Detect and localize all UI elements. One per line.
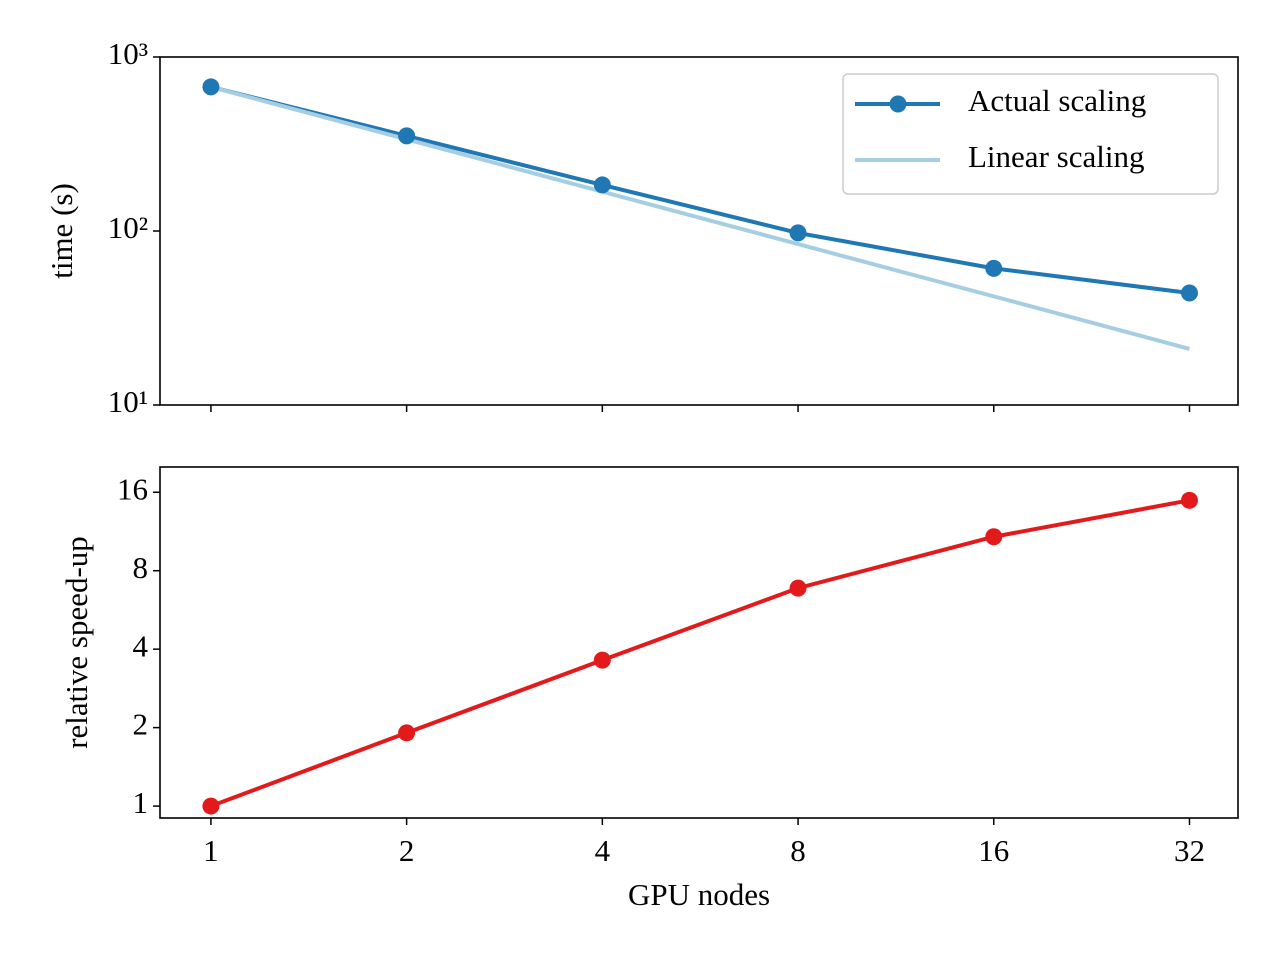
data-point <box>593 176 611 194</box>
y-tick-label: 2 <box>133 707 149 742</box>
data-line <box>210 84 1190 351</box>
axes-frame <box>159 466 1239 819</box>
data-point <box>1180 284 1198 302</box>
x-tick-label: 2 <box>399 833 415 868</box>
data-point <box>593 651 611 669</box>
data-point <box>789 579 807 597</box>
legend-label: Linear scaling <box>968 139 1144 174</box>
data-point <box>1180 491 1198 509</box>
y-tick-label: 10³ <box>108 36 148 71</box>
data-point <box>985 528 1003 546</box>
data-point <box>985 259 1003 277</box>
y-tick-label: 10² <box>108 210 148 245</box>
y-tick-label: 10¹ <box>108 384 148 419</box>
x-tick-label: 4 <box>595 833 611 868</box>
data-line <box>210 498 1190 808</box>
data-point <box>202 78 220 96</box>
data-point <box>202 797 220 815</box>
data-point <box>398 127 416 145</box>
x-tick-label: 1 <box>203 833 219 868</box>
y-tick-label: 8 <box>133 550 149 585</box>
y-axis-label: time (s) <box>44 183 79 279</box>
y-tick-label: 1 <box>133 785 149 820</box>
y-tick-label: 4 <box>133 628 149 663</box>
x-axis-label: GPU nodes <box>628 877 770 912</box>
data-line <box>210 84 1190 296</box>
x-tick-label: 16 <box>978 833 1009 868</box>
axes-frame <box>159 56 1239 406</box>
y-tick-label: 16 <box>117 471 148 506</box>
legend-marker <box>889 95 907 113</box>
data-point <box>398 724 416 742</box>
data-point <box>789 224 807 242</box>
y-axis-label: relative speed-up <box>59 536 94 749</box>
legend-label: Actual scaling <box>968 83 1146 118</box>
x-tick-label: 32 <box>1174 833 1205 868</box>
x-tick-label: 8 <box>790 833 806 868</box>
